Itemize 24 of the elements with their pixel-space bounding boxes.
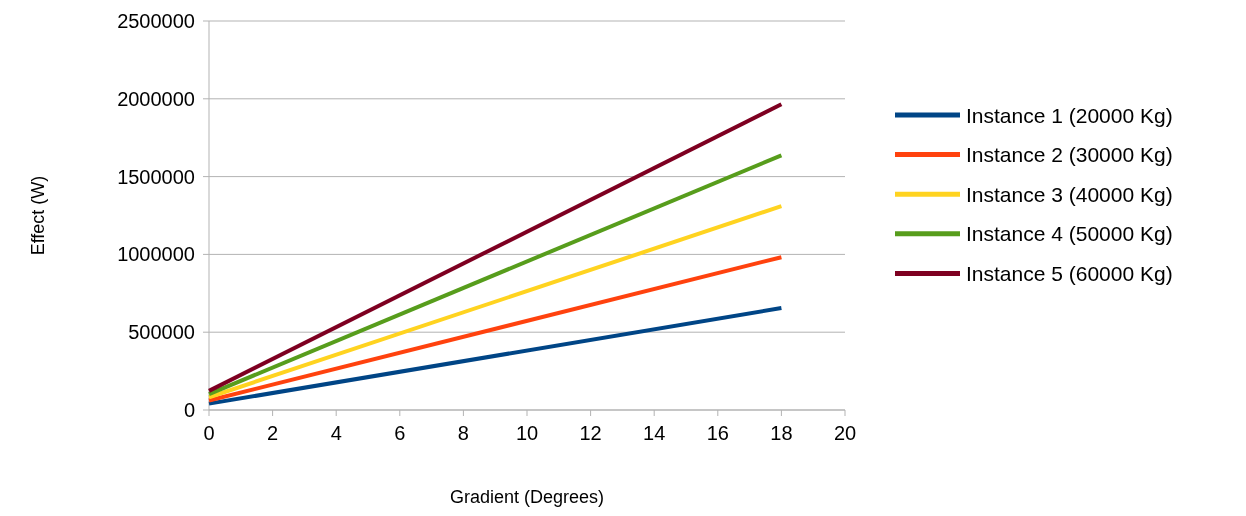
x-tick-label: 8 xyxy=(457,422,469,444)
y-tick-label: 0 xyxy=(183,399,195,421)
legend-label: Instance 3 (40000 Kg) xyxy=(966,182,1173,206)
x-tick-label: 14 xyxy=(643,422,666,444)
y-tick-label: 500000 xyxy=(128,321,195,344)
x-tick-label: 12 xyxy=(579,422,602,444)
y-tick-label: 2500000 xyxy=(117,10,195,32)
x-tick-label: 4 xyxy=(330,422,342,444)
x-tick-label: 2 xyxy=(267,422,279,444)
x-tick-label: 18 xyxy=(770,422,793,444)
x-axis-title: Gradient (Degrees) xyxy=(449,487,605,507)
x-tick-label: 10 xyxy=(515,422,539,444)
y-tick-label: 1000000 xyxy=(117,243,195,266)
y-axis-title: Effect (W) xyxy=(28,175,48,256)
legend-label: Instance 4 (50000 Kg) xyxy=(966,222,1173,246)
legend-label: Instance 1 (20000 Kg) xyxy=(966,103,1173,127)
x-tick-label: 0 xyxy=(203,422,215,444)
y-tick-label: 1500000 xyxy=(117,165,195,188)
x-tick-label: 16 xyxy=(706,422,729,444)
legend-label: Instance 2 (30000 Kg) xyxy=(966,143,1173,167)
legend-label: Instance 5 (60000 Kg) xyxy=(966,261,1173,285)
y-tick-label: 2000000 xyxy=(117,87,195,110)
x-tick-label: 20 xyxy=(833,422,857,444)
x-tick-label: 6 xyxy=(394,422,406,444)
